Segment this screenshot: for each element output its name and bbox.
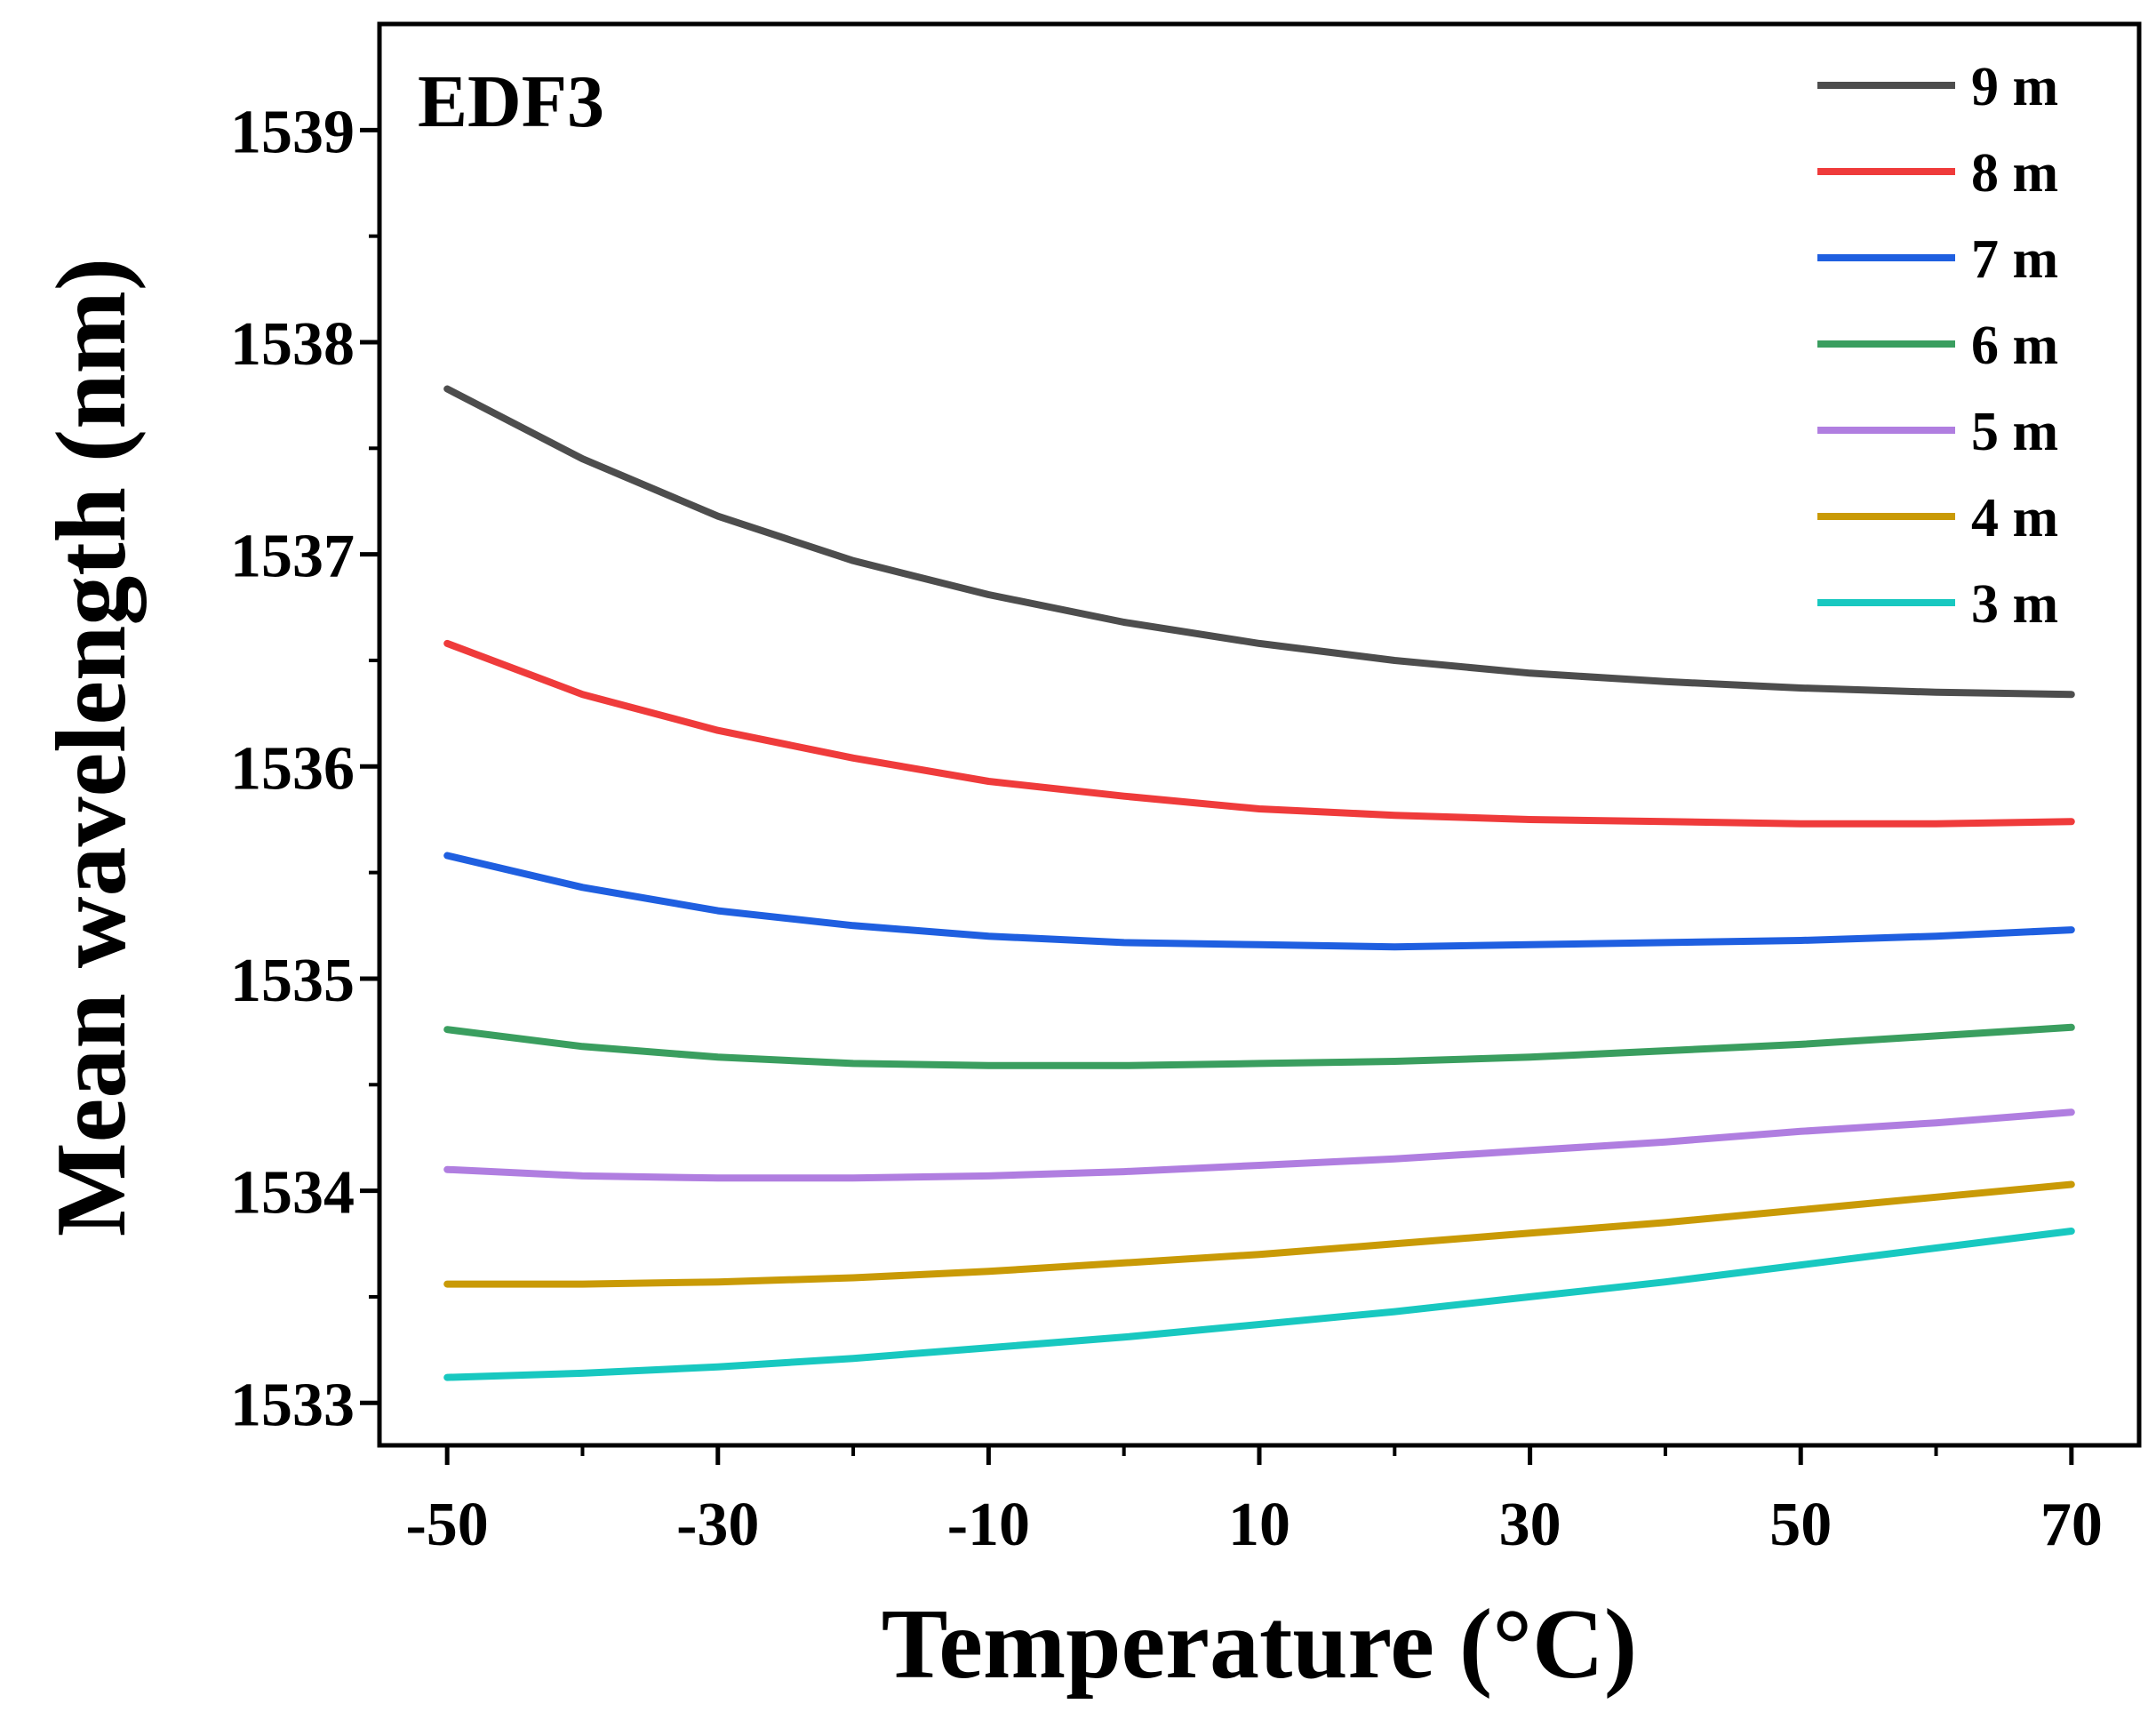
series-line-4m — [443, 1180, 2075, 1288]
series-layer — [443, 385, 2075, 1381]
y-tick-label: 1538 — [230, 310, 355, 379]
y-tick-label: 1535 — [230, 947, 355, 1015]
y-axis-title: Mean wavelength (nm) — [36, 258, 147, 1236]
legend-label: 4 m — [1971, 488, 2058, 548]
series-line-5m — [443, 1108, 2075, 1182]
legend-label: 5 m — [1971, 402, 2058, 462]
series-line-7m — [443, 852, 2075, 951]
legend-label: 9 m — [1971, 57, 2058, 117]
y-tick-label: 1534 — [230, 1159, 355, 1228]
x-tick-label: -30 — [676, 1491, 759, 1559]
x-tick-label: 30 — [1499, 1491, 1561, 1559]
y-tick-label: 1537 — [230, 523, 355, 591]
x-tick-label: 70 — [2040, 1491, 2103, 1559]
legend: 9 m 8 m 7 m 6 m 5 m 4 m 3 m — [1817, 57, 2058, 635]
series-line-9m — [443, 385, 2075, 699]
legend-label: 7 m — [1971, 229, 2058, 290]
series-line-6m — [443, 1023, 2075, 1069]
x-axis-title: Temperature (°C) — [882, 1589, 1637, 1700]
legend-label: 8 m — [1971, 143, 2058, 204]
series-line-8m — [443, 639, 2075, 828]
legend-label: 3 m — [1971, 574, 2058, 635]
plot-frame — [377, 21, 2142, 1448]
y-tick-label: 1533 — [230, 1371, 355, 1439]
x-tick-label: -50 — [405, 1491, 488, 1559]
y-tick-label: 1539 — [230, 98, 355, 166]
chart-annotation: EDF3 — [418, 60, 604, 143]
axes-ticks: -50 -30 -10 10 30 50 70 1533 1534 1535 1536 1537 153… — [230, 98, 2103, 1559]
x-tick-label: 10 — [1228, 1491, 1290, 1559]
y-tick-label: 1536 — [230, 734, 355, 803]
x-tick-label: -10 — [947, 1491, 1030, 1559]
legend-label: 6 m — [1971, 316, 2058, 376]
series-line-3m — [443, 1228, 2075, 1381]
x-tick-label: 50 — [1769, 1491, 1832, 1559]
